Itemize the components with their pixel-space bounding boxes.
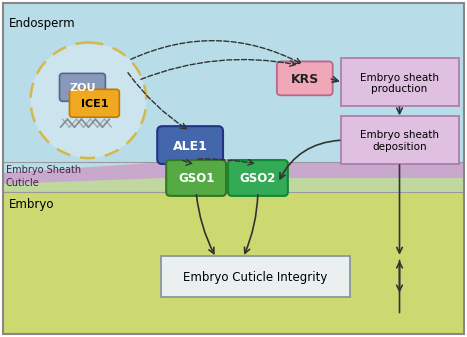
FancyBboxPatch shape (59, 73, 106, 101)
Circle shape (31, 42, 146, 158)
Text: ZOU: ZOU (69, 83, 96, 93)
Bar (3, 178, 464, 192)
Text: GSO2: GSO2 (240, 173, 276, 185)
Text: Embryo sheath
deposition: Embryo sheath deposition (360, 130, 439, 152)
Text: ICE1: ICE1 (81, 99, 108, 109)
Polygon shape (3, 162, 165, 192)
Text: GSO1: GSO1 (178, 173, 214, 185)
Bar (3, 162, 464, 192)
FancyBboxPatch shape (70, 89, 120, 117)
Polygon shape (3, 178, 165, 192)
FancyBboxPatch shape (228, 160, 288, 196)
Polygon shape (3, 162, 165, 192)
FancyBboxPatch shape (166, 160, 226, 196)
Text: Embryo: Embryo (9, 198, 54, 211)
Text: Embryo sheath
production: Embryo sheath production (360, 72, 439, 94)
Bar (3, 192, 464, 334)
Text: Endosperm: Endosperm (9, 17, 75, 30)
Polygon shape (340, 162, 464, 192)
Text: Embryo Cuticle Integrity: Embryo Cuticle Integrity (183, 271, 327, 284)
Bar (165, 162, 464, 192)
Text: ALE1: ALE1 (173, 140, 207, 153)
Text: Embryo Sheath
Cuticle: Embryo Sheath Cuticle (6, 165, 81, 188)
FancyBboxPatch shape (161, 256, 350, 298)
FancyBboxPatch shape (341, 58, 460, 106)
FancyBboxPatch shape (341, 116, 460, 164)
Text: KRS: KRS (290, 73, 319, 86)
Polygon shape (340, 178, 464, 192)
FancyBboxPatch shape (157, 126, 223, 164)
FancyBboxPatch shape (277, 61, 333, 95)
Polygon shape (3, 162, 165, 173)
